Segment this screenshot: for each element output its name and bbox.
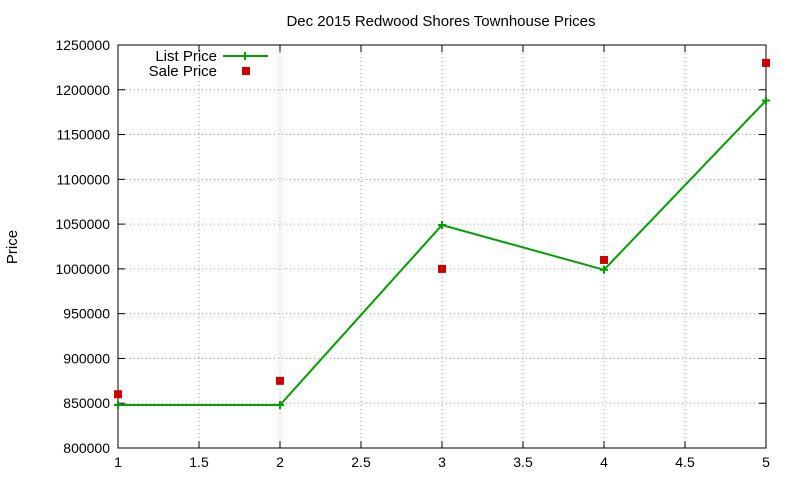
chart-title: Dec 2015 Redwood Shores Townhouse Prices (286, 13, 595, 30)
axis-ticks (117, 44, 767, 449)
x-tick-label: 2.5 (351, 454, 371, 470)
y-tick-label: 900000 (63, 350, 110, 366)
x-tick-label: 4.5 (675, 454, 695, 470)
y-tick-labels: 800000 850000 900000 950000 1000000 1050000 11… (55, 37, 110, 456)
y-tick-label: 1100000 (57, 171, 111, 187)
list-price-line (118, 99, 767, 407)
x-tick-label: 4 (600, 454, 608, 470)
legend-label-sale-price: Sale Price (149, 63, 217, 80)
x-tick-label: 1 (114, 454, 122, 470)
y-tick-label: 1250000 (55, 37, 110, 53)
y-tick-label: 1150000 (57, 127, 111, 143)
list-price-point (600, 265, 608, 274)
grid-lines (118, 45, 766, 448)
y-tick-label: 1200000 (55, 82, 110, 98)
y-tick-label: 1050000 (55, 216, 110, 232)
list-price-point (114, 401, 122, 410)
x-tick-label: 2 (276, 454, 284, 470)
legend-label-list-price: List Price (155, 48, 217, 65)
list-price-point (276, 401, 284, 410)
legend-marker-sale-price (242, 67, 250, 75)
y-tick-label: 950000 (63, 306, 110, 322)
series-layer (114, 58, 770, 410)
list-price-point (438, 221, 446, 230)
x-tick-label: 1.5 (189, 454, 209, 470)
x-tick-labels: 1 1.5 2 2.5 3 3.5 4 4.5 5 (114, 454, 770, 470)
y-axis-label: Price (4, 230, 21, 264)
x-tick-label: 3 (438, 454, 446, 470)
sale-price-point (600, 255, 608, 264)
y-tick-label: 1000000 (55, 261, 110, 277)
sale-price-point (276, 376, 284, 385)
sale-price-point (438, 264, 446, 273)
y-tick-label: 800000 (63, 440, 110, 456)
sale-price-point (114, 390, 122, 399)
sale-price-point (762, 58, 770, 67)
x-tick-label: 3.5 (513, 454, 533, 470)
y-tick-label: 850000 (63, 395, 110, 411)
legend-marker-list-price (241, 52, 249, 60)
list-price-point (762, 96, 770, 105)
legend: List Price Sale Price (149, 48, 268, 80)
x-tick-label: 5 (762, 454, 770, 470)
